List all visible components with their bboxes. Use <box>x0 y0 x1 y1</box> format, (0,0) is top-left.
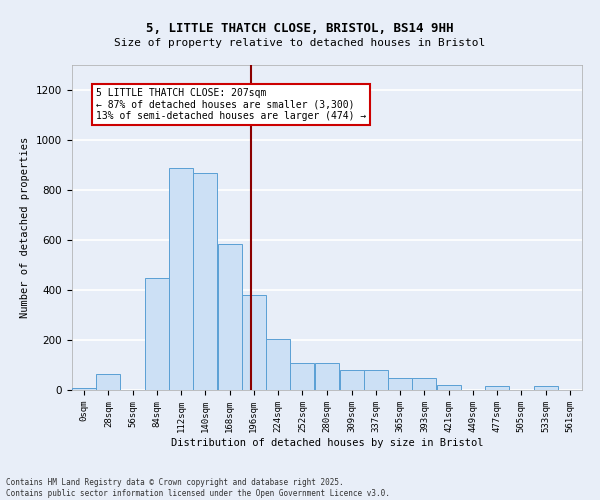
Bar <box>72 388 96 390</box>
Bar <box>218 244 242 390</box>
Bar <box>364 370 388 390</box>
X-axis label: Distribution of detached houses by size in Bristol: Distribution of detached houses by size … <box>171 438 483 448</box>
Text: 5 LITTLE THATCH CLOSE: 207sqm
← 87% of detached houses are smaller (3,300)
13% o: 5 LITTLE THATCH CLOSE: 207sqm ← 87% of d… <box>96 88 367 120</box>
Bar <box>314 362 338 390</box>
Bar <box>242 295 266 390</box>
Bar <box>290 362 314 390</box>
Bar <box>145 278 169 390</box>
Bar <box>533 386 557 390</box>
Bar <box>340 370 364 390</box>
Bar <box>266 339 290 390</box>
Bar <box>437 385 461 390</box>
Bar <box>169 168 193 390</box>
Bar <box>193 172 217 390</box>
Bar <box>485 386 509 390</box>
Y-axis label: Number of detached properties: Number of detached properties <box>20 137 31 318</box>
Bar <box>97 374 121 390</box>
Text: 5, LITTLE THATCH CLOSE, BRISTOL, BS14 9HH: 5, LITTLE THATCH CLOSE, BRISTOL, BS14 9H… <box>146 22 454 36</box>
Text: Contains HM Land Registry data © Crown copyright and database right 2025.
Contai: Contains HM Land Registry data © Crown c… <box>6 478 390 498</box>
Text: Size of property relative to detached houses in Bristol: Size of property relative to detached ho… <box>115 38 485 48</box>
Bar <box>388 378 412 390</box>
Bar <box>412 378 436 390</box>
